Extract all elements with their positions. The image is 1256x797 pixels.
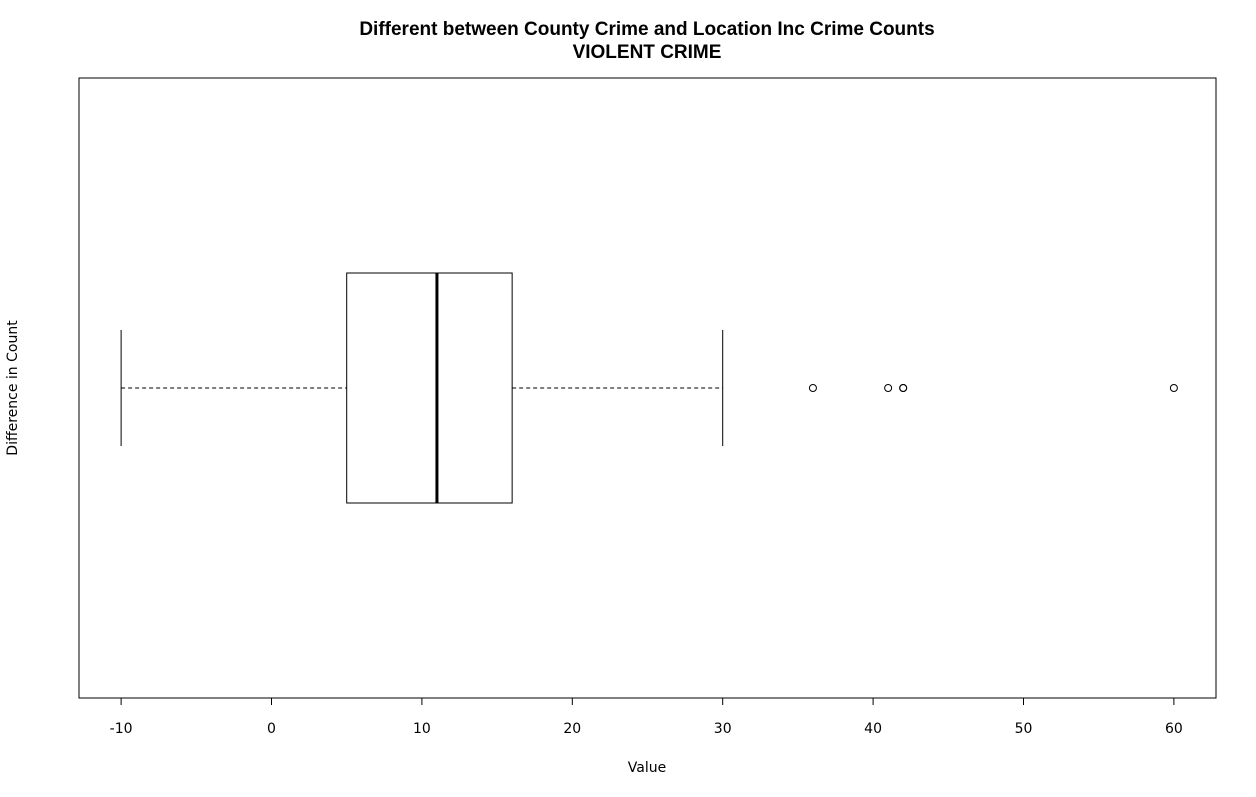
iqr-box <box>346 272 513 504</box>
x-tick-label: 0 <box>267 721 276 737</box>
chart-subtitle: VIOLENT CRIME <box>573 42 722 63</box>
outlier-point <box>899 384 908 392</box>
outliers <box>808 384 1178 392</box>
x-tick-label: 50 <box>1015 721 1033 737</box>
outlier-point <box>808 384 817 392</box>
x-tick-label: 40 <box>864 721 882 737</box>
outlier-point <box>1169 384 1178 392</box>
chart-title: Different between County Crime and Locat… <box>359 19 934 40</box>
box-plot <box>120 272 724 504</box>
x-axis: -10 0 10 20 30 40 50 60 <box>110 697 1183 737</box>
y-axis-label: Difference in Count <box>5 320 21 456</box>
x-tick-label: 20 <box>563 721 581 737</box>
x-tick-label: -10 <box>110 721 133 737</box>
x-tick-label: 10 <box>413 721 431 737</box>
x-axis-label: Value <box>628 760 666 776</box>
x-tick-label: 30 <box>714 721 732 737</box>
x-tick-label: 60 <box>1165 721 1183 737</box>
outlier-point <box>884 384 893 392</box>
